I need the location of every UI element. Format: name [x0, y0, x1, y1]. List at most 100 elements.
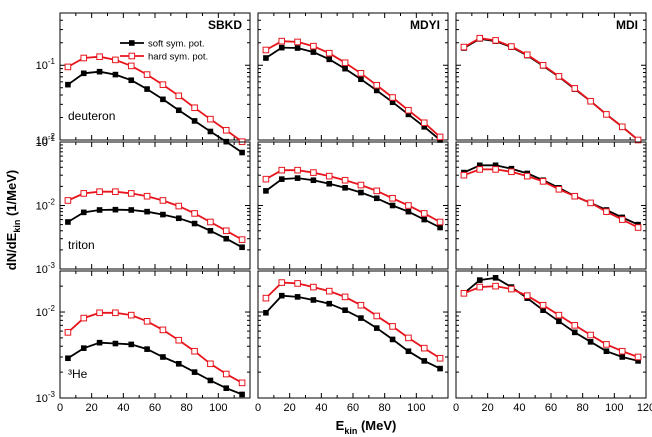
hard-marker: [96, 53, 103, 61]
hard-marker: [278, 37, 286, 45]
hard-marker: [389, 94, 396, 101]
soft-marker: [358, 189, 364, 196]
soft-marker: [128, 77, 135, 84]
soft-series-line: [265, 294, 441, 370]
soft-marker: [80, 209, 87, 216]
hard-marker: [389, 194, 396, 202]
y-tick-label: 10-3: [36, 390, 56, 405]
hard-marker: [389, 323, 396, 330]
hard-marker: [191, 104, 198, 112]
panel-r2-c0: 10-3 10-2 0 20 40 60 80 100 ³He: [36, 270, 251, 414]
hard-marker: [492, 282, 499, 290]
soft-series-line: [265, 46, 441, 141]
hard-marker: [618, 123, 626, 131]
hard-marker: [143, 317, 151, 325]
soft-series-line: [463, 37, 639, 141]
hard-marker: [64, 63, 72, 71]
row-label: triton: [68, 238, 95, 252]
soft-marker: [603, 348, 610, 355]
soft-marker: [373, 325, 380, 331]
soft-marker: [571, 329, 578, 336]
soft-marker: [476, 162, 483, 169]
soft-marker: [239, 149, 245, 156]
hard-marker: [508, 168, 515, 176]
hard-marker: [420, 119, 428, 127]
hard-marker: [341, 176, 349, 184]
x-tick-label: 0: [255, 402, 261, 414]
soft-marker: [421, 216, 428, 223]
hard-marker: [587, 331, 594, 339]
soft-marker: [373, 87, 380, 94]
y-tick-label: 10-3: [36, 261, 56, 276]
hard-marker: [357, 70, 365, 77]
hard-marker: [555, 311, 563, 319]
hard-marker: [634, 136, 642, 144]
soft-marker: [144, 86, 150, 92]
soft-marker: [358, 315, 364, 321]
hard-marker: [64, 329, 72, 336]
soft-marker: [80, 345, 87, 351]
x-axis-label: Ekin (MeV): [336, 418, 397, 436]
soft-marker: [587, 339, 594, 345]
hard-marker: [357, 181, 365, 189]
x-tick-label: 100: [407, 402, 425, 414]
hard-marker: [373, 81, 381, 89]
soft-marker: [144, 346, 150, 352]
hard-marker: [357, 301, 365, 309]
soft-marker: [239, 391, 245, 398]
hard-marker: [112, 188, 119, 195]
hard-marker: [341, 293, 349, 301]
panel-r1-c2: [455, 141, 647, 270]
soft-marker: [80, 70, 87, 77]
soft-series-line: [265, 177, 441, 229]
soft-marker: [223, 385, 230, 392]
soft-marker: [160, 354, 166, 360]
y-tick-label: 10-2: [36, 304, 56, 319]
panel-frame: [257, 270, 449, 399]
hard-marker: [325, 49, 333, 57]
soft-marker: [389, 336, 396, 343]
hard-marker: [64, 197, 72, 204]
hard-marker: [310, 169, 317, 176]
soft-marker: [239, 244, 245, 251]
x-tick-label: 80: [379, 402, 391, 414]
soft-marker: [635, 358, 641, 364]
hard-marker: [555, 185, 563, 193]
hard-marker: [175, 202, 183, 210]
hard-marker: [294, 280, 301, 287]
panel-frame: [59, 270, 251, 399]
soft-marker: [263, 188, 269, 194]
hard-marker: [80, 314, 88, 322]
hard-marker: [587, 199, 594, 207]
x-tick-label: 60: [545, 402, 557, 414]
hard-marker: [555, 73, 563, 80]
hard-marker: [127, 190, 135, 197]
soft-marker: [421, 124, 428, 130]
hard-marker: [207, 360, 214, 368]
hard-marker: [460, 171, 468, 179]
hard-marker: [341, 59, 349, 67]
soft-marker: [389, 99, 396, 106]
soft-marker: [128, 207, 135, 213]
y-tick-label: 10-1: [36, 134, 56, 149]
panel-r0-c2: MDI: [455, 12, 647, 144]
soft-marker: [405, 348, 412, 355]
y-tick-label: 10-1: [36, 57, 56, 72]
hard-marker: [262, 46, 270, 54]
soft-marker: [263, 55, 269, 61]
hard-marker: [373, 187, 381, 195]
soft-marker: [310, 49, 317, 55]
soft-marker: [160, 211, 166, 218]
x-tick-label: 60: [149, 402, 161, 414]
panel-r2-c2: 0 20 40 60 80 100 120: [453, 270, 652, 414]
panel-frame: [257, 141, 449, 270]
soft-marker: [492, 162, 499, 169]
panel-frame: [455, 270, 647, 399]
soft-marker: [96, 207, 103, 213]
hard-marker: [571, 322, 579, 329]
hard-marker: [127, 311, 135, 319]
soft-marker: [65, 81, 71, 88]
